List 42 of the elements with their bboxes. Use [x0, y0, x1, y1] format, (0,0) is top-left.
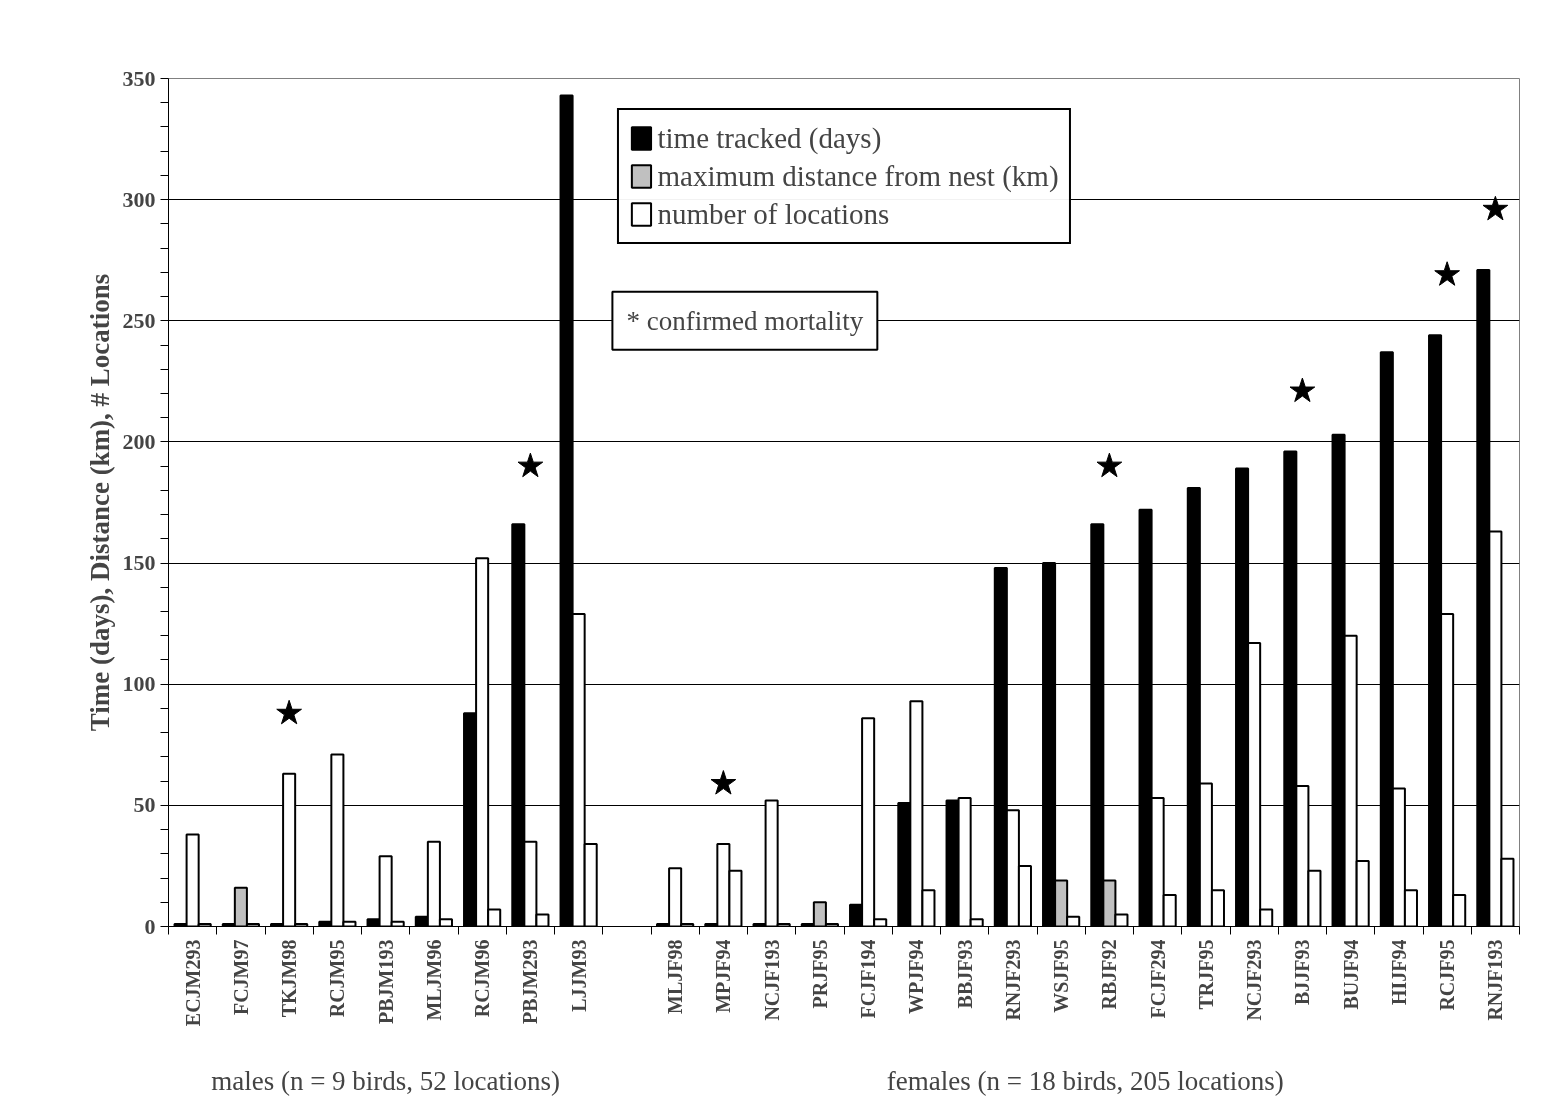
x-tick-label: FCJF194 [857, 939, 880, 1019]
x-tick-label: WSJF95 [1050, 939, 1073, 1013]
y-tick-label: 50 [133, 792, 156, 818]
y-axis-title: Time (days), Distance (km), # Locations [84, 273, 115, 732]
y-tick-label: 0 [144, 913, 156, 939]
x-tick-label: HIJF94 [1387, 939, 1410, 1006]
x-tick-label: BJJF93 [1291, 939, 1314, 1006]
x-tick-label: RBJF92 [1098, 939, 1121, 1010]
x-tick-label: BUJF94 [1339, 939, 1362, 1010]
x-tick-label: FCJM97 [229, 939, 252, 1016]
x-tick-label: WPJF94 [905, 939, 928, 1014]
x-tick-label: RCJF95 [1436, 939, 1459, 1011]
x-tick-label: MLJF98 [664, 939, 687, 1014]
x-tick-label: MLJM96 [422, 939, 445, 1021]
legend-label: maximum distance from nest (km) [657, 158, 1059, 194]
x-tick-label: ECJM293 [181, 939, 204, 1027]
annotation: * confirmed mortality [626, 305, 864, 336]
legend-label: number of locations [657, 196, 890, 232]
x-tick-label: TRJF95 [1194, 939, 1217, 1010]
x-tick-label: RNJF193 [1484, 939, 1507, 1021]
x-tick-label: PBJM293 [519, 939, 542, 1024]
text: females (n = 18 birds, 205 locations) [886, 1065, 1284, 1096]
x-tick-label: NCJF193 [760, 939, 783, 1021]
x-tick-label: TKJM98 [278, 939, 301, 1018]
x-tick-label: MPJF94 [712, 939, 735, 1013]
x-tick-label: NCJF293 [1243, 939, 1266, 1021]
text: males (n = 9 birds, 52 locations) [211, 1065, 561, 1096]
y-tick-label: 100 [122, 671, 156, 697]
x-tick-label: LJJM93 [567, 939, 590, 1012]
x-tick-label: PRJF95 [808, 939, 831, 1009]
y-tick-label: 250 [122, 307, 156, 333]
x-tick-label: FCJF294 [1146, 939, 1169, 1019]
x-tick-label: RCJM96 [471, 939, 494, 1018]
y-tick-label: 300 [122, 186, 156, 212]
x-tick-label: RCJM95 [326, 939, 349, 1018]
x-tick-label: BBJF93 [953, 939, 976, 1009]
y-tick-label: 150 [122, 550, 156, 576]
x-tick-label: PBJM193 [374, 939, 397, 1024]
x-tick-label: RNJF293 [1001, 939, 1024, 1021]
legend-label: time tracked (days) [657, 120, 882, 156]
y-tick-label: 200 [122, 428, 156, 454]
y-tick-label: 350 [122, 65, 156, 91]
